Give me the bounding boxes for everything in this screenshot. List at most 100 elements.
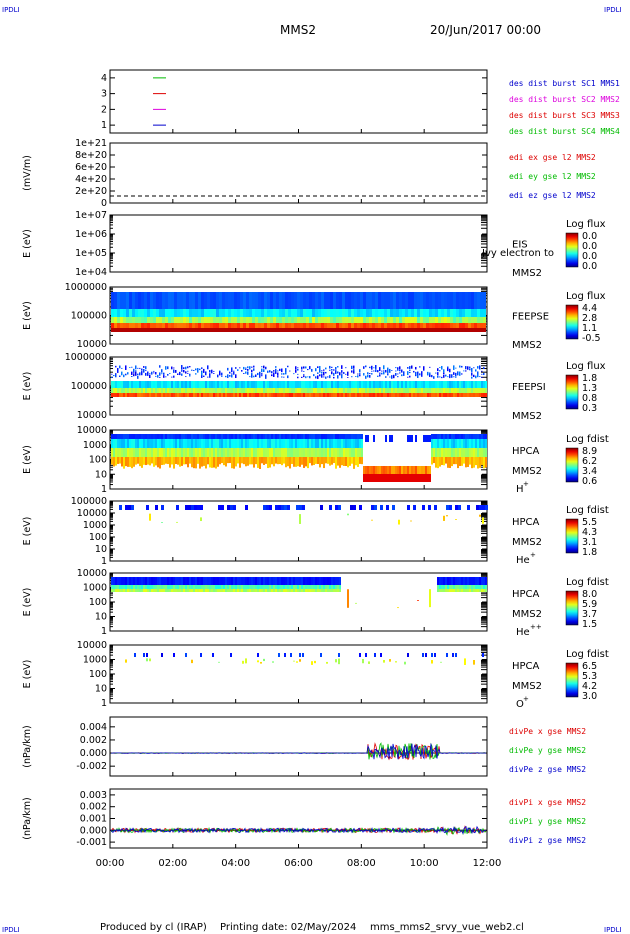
legend-edi-0: edi ex gse l2 MMS2 [509,153,596,162]
heat-cell-feepsi [263,369,265,373]
heat-cell-hpca_h [249,434,251,439]
heat-cell-feepse [138,317,141,323]
heat-cell-hpca_he [407,505,410,510]
heat-cell-feepse [270,309,273,317]
heat-cell-hpca_h [309,457,311,464]
heat-cell-feepse [366,292,369,309]
heat-cell-feepse [387,309,390,317]
heat-cell-hpca_he2 [315,585,317,589]
heat-cell-feepse [126,323,129,328]
heat-cell-hpca_he2 [249,577,251,585]
heat-cell-feepsi [273,381,275,388]
heat-cell-hpca_h [333,439,335,448]
heat-cell-feepsi [371,388,373,393]
heat-cell-feepse [219,323,222,328]
heat-cell-feepse [285,292,288,309]
heat-cell-hpca_he2 [215,585,217,589]
heat-cell-hpca_h [329,434,331,439]
heat-cell-hpca_h [251,457,253,465]
heat-cell-hpca_he2 [259,577,261,585]
heat-cell-feepsi [159,393,161,397]
heat-cell-hpca_he2 [245,589,247,592]
heat-cell-feepsi [253,375,255,378]
heat-cell-hpca_h [457,439,459,448]
heat-cell-hpca_he [284,505,287,510]
heat-cell-feepsi [243,373,245,374]
heat-cell-hpca_h [189,439,191,448]
heat-cell-hpca_o [284,653,286,657]
heat-cell-hpca_o [257,653,259,657]
heat-cell-feepsi [407,371,409,376]
heat-cell-hpca_he [482,517,484,524]
heat-cell-hpca_h [295,457,297,467]
heat-cell-hpca_he [479,505,482,510]
heat-cell-hpca_h [303,434,305,439]
heat-cell-hpca_he2 [229,589,231,592]
heat-cell-feepse [189,323,192,328]
heat-cell-feepsi [273,374,275,377]
heat-cell-feepsi [157,381,159,388]
heat-cell-feepsi [363,388,365,393]
heat-cell-feepsi [435,381,437,388]
heat-cell-feepsi [273,393,275,397]
heat-cell-feepsi [251,373,253,375]
heat-cell-feepse [333,292,336,309]
heat-cell-hpca_h [173,439,175,448]
heat-cell-feepse [315,328,318,332]
heat-cell-hpca_h [387,466,389,474]
heat-cell-feepse [132,292,135,309]
heat-cell-hpca_he2 [113,577,115,585]
heat-cell-feepsi [357,373,359,375]
heat-cell-hpca_h [289,448,291,459]
heat-cell-hpca_he2 [123,577,125,585]
heat-cell-hpca_h [333,457,335,464]
heat-cell-feepse [183,323,186,328]
heat-cell-feepsi [401,388,403,393]
heat-cell-hpca_he2 [471,577,473,585]
heat-cell-feepse [291,309,294,317]
heat-cell-hpca_h [407,435,409,442]
heat-cell-hpca_he2 [265,589,267,592]
heat-cell-feepsi [129,367,131,368]
colorbar-tick-hpca_o: 6.5 [582,661,597,672]
heat-cell-hpca_h [113,434,115,439]
heat-cell-hpca_he2 [209,585,211,589]
heat-cell-feepsi [483,381,485,388]
heat-cell-feepsi [191,381,193,388]
heat-cell-feepse [447,323,450,328]
heat-cell-hpca_he [443,515,445,521]
heat-cell-feepsi [427,381,429,388]
heat-cell-feepsi [203,381,205,388]
heat-cell-hpca_he2 [203,589,205,592]
heat-cell-feepsi [217,393,219,397]
heat-cell-hpca_he2 [331,585,333,589]
heat-cell-feepse [204,323,207,328]
heat-cell-feepsi [379,372,381,374]
heat-cell-feepsi [409,388,411,393]
heat-cell-feepsi [357,375,359,378]
heat-cell-feepse [414,292,417,309]
heat-cell-feepse [384,323,387,328]
heat-cell-hpca_he2 [445,577,447,585]
heat-cell-feepsi [277,376,279,378]
heat-cell-feepse [267,323,270,328]
heat-cell-hpca_he2 [323,577,325,585]
heat-cell-feepsi [467,381,469,388]
heat-cell-feepsi [413,388,415,393]
heat-cell-feepsi [377,375,379,377]
heat-cell-feepsi [219,381,221,388]
heat-cell-hpca_o [272,661,274,663]
heat-cell-feepsi [411,393,413,397]
heat-cell-feepsi [359,381,361,388]
heat-cell-feepsi [461,388,463,393]
colorbar-tick-hpca_he2: 3.7 [582,609,597,620]
heat-cell-feepse [114,292,117,309]
heat-cell-feepsi [437,368,439,372]
corner-label-top-right: IPDLI [604,6,622,14]
heat-cell-hpca_h [273,439,275,448]
xtick-label: 02:00 [158,858,187,869]
heat-cell-hpca_h [427,466,429,474]
heat-cell-hpca_he2 [463,577,465,585]
heat-cell-hpca_he2 [477,577,479,585]
heat-cell-hpca_h [123,457,125,469]
